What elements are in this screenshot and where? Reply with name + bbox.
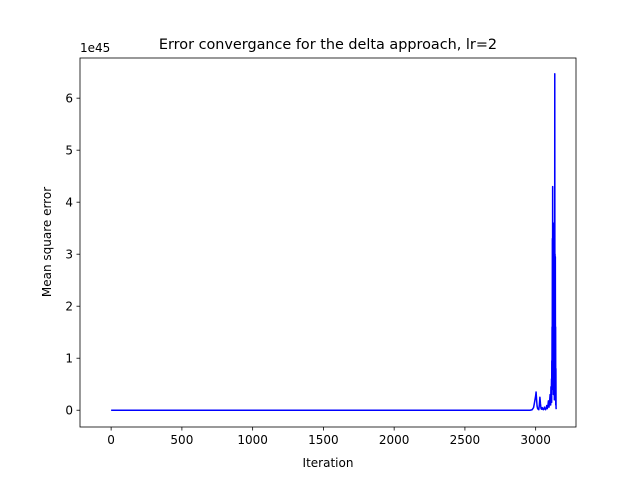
x-tick-label: 1000 [237, 433, 268, 447]
x-tick-label: 500 [170, 433, 193, 447]
y-tick-label: 5 [65, 143, 73, 157]
x-tick-label: 2000 [379, 433, 410, 447]
chart-title: Error convergance for the delta approach… [159, 37, 497, 53]
axes-frame [79, 57, 577, 428]
y-offset-label: 1e45 [80, 41, 110, 55]
x-tick-label: 0 [107, 433, 115, 447]
x-tick-label: 1500 [308, 433, 339, 447]
x-tick-label: 3000 [520, 433, 551, 447]
y-tick-label: 4 [65, 195, 73, 209]
y-axis-label: Mean square error [40, 187, 54, 297]
plot-area: 0 500 1000 1500 2000 2500 3000 0 1 2 3 4 5 6 [65, 57, 577, 447]
x-tick-label: 2500 [450, 433, 481, 447]
x-axis-label: Iteration [303, 456, 354, 470]
y-tick-label: 0 [65, 404, 73, 418]
y-tick-label: 6 [65, 91, 73, 105]
series-line-0 [111, 72, 557, 411]
y-tick-label: 1 [65, 352, 73, 366]
y-tick-label: 2 [65, 300, 73, 314]
y-tick-label: 3 [65, 248, 73, 262]
